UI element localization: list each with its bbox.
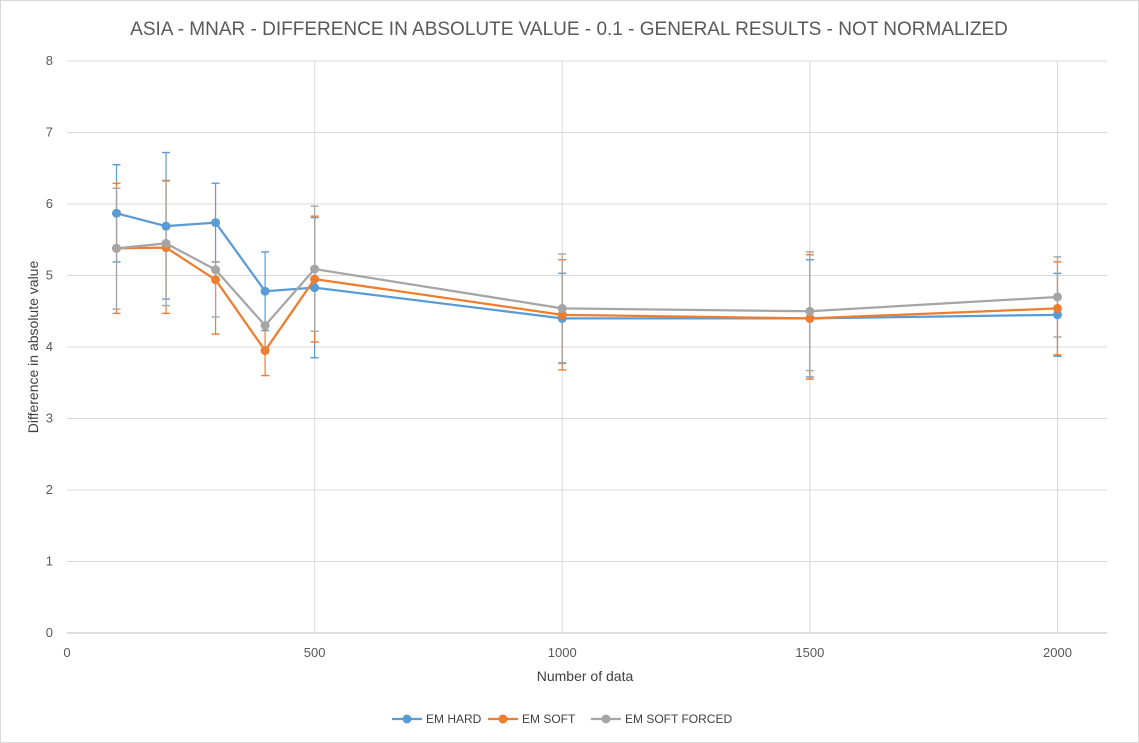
y-tick-label: 3 (46, 411, 53, 426)
data-point (260, 286, 270, 296)
y-tick-label: 1 (46, 554, 53, 569)
legend-swatch-marker (601, 714, 611, 724)
data-point (161, 238, 171, 248)
legend-item: EM HARD (392, 712, 482, 726)
series-lines (112, 208, 1062, 356)
data-point (805, 306, 815, 316)
data-point (557, 303, 567, 313)
legend-item: EM SOFT (488, 712, 576, 726)
series-line (116, 212, 1058, 320)
legend-item: EM SOFT FORCED (591, 712, 732, 726)
data-point (161, 221, 171, 231)
legend-label: EM HARD (426, 712, 482, 726)
x-tick-labels: 0 500 1000 1500 2000 (63, 645, 1072, 660)
legend-swatch-marker (402, 714, 412, 724)
y-tick-label: 2 (46, 482, 53, 497)
data-point (1052, 292, 1062, 302)
x-tick-label: 1000 (548, 645, 577, 660)
data-point (211, 265, 221, 275)
x-tick-label: 0 (63, 645, 70, 660)
y-tick-label: 0 (46, 625, 53, 640)
legend-swatch-marker (498, 714, 508, 724)
y-tick-label: 5 (46, 268, 53, 283)
y-tick-label: 8 (46, 53, 53, 68)
legend: EM HARD EM SOFT EM SOFT FORCED (392, 712, 732, 726)
x-tick-label: 2000 (1043, 645, 1072, 660)
data-point (1052, 310, 1062, 320)
y-tick-label: 6 (46, 196, 53, 211)
legend-label: EM SOFT FORCED (625, 712, 732, 726)
data-point (557, 310, 567, 320)
x-tick-label: 1500 (795, 645, 824, 660)
chart-title: ASIA - MNAR - DIFFERENCE IN ABSOLUTE VAL… (130, 19, 1008, 40)
data-point (112, 243, 122, 253)
data-point (260, 321, 270, 331)
data-point (211, 218, 221, 228)
series-line (116, 246, 1058, 352)
x-tick-label: 500 (304, 645, 326, 660)
data-point (211, 275, 221, 285)
y-axis-label: Difference in absolute value (25, 261, 41, 434)
grid-lines (67, 60, 1107, 634)
data-point (112, 208, 122, 218)
y-tick-label: 4 (46, 339, 53, 354)
x-axis-label: Number of data (537, 668, 634, 684)
y-tick-labels: 0 1 2 3 4 5 6 7 8 (46, 53, 53, 640)
series-line (116, 242, 1058, 327)
data-point (260, 346, 270, 356)
data-point (805, 313, 815, 323)
data-point (310, 264, 320, 274)
y-tick-label: 7 (46, 125, 53, 140)
data-point (310, 283, 320, 293)
data-point (310, 274, 320, 284)
error-bars (112, 151, 1062, 380)
legend-label: EM SOFT (522, 712, 576, 726)
data-point (1052, 303, 1062, 313)
